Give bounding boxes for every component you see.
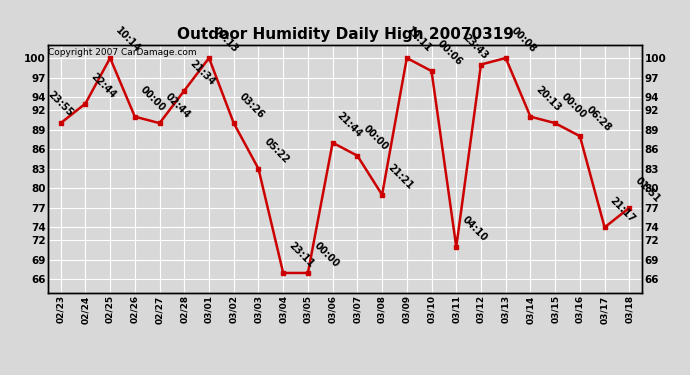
- Text: 03:26: 03:26: [237, 91, 266, 120]
- Text: 20:13: 20:13: [534, 84, 563, 113]
- Text: 10:14: 10:14: [114, 26, 143, 55]
- Text: 05:22: 05:22: [262, 136, 291, 165]
- Text: 06:28: 06:28: [584, 104, 613, 133]
- Text: 00:00: 00:00: [361, 123, 390, 153]
- Text: 00:08: 00:08: [509, 26, 538, 55]
- Text: 07:13: 07:13: [212, 26, 241, 55]
- Text: 21:17: 21:17: [609, 195, 638, 224]
- Text: 02:44: 02:44: [164, 91, 193, 120]
- Text: 00:00: 00:00: [139, 84, 168, 113]
- Text: 21:34: 21:34: [188, 58, 217, 87]
- Text: 23:43: 23:43: [461, 32, 490, 61]
- Text: 01:51: 01:51: [633, 176, 662, 205]
- Text: 23:55: 23:55: [46, 89, 75, 118]
- Text: 04:10: 04:10: [460, 214, 489, 244]
- Title: Outdoor Humidity Daily High 20070319: Outdoor Humidity Daily High 20070319: [177, 27, 513, 42]
- Text: 23:11: 23:11: [287, 241, 316, 270]
- Text: 21:21: 21:21: [386, 162, 415, 192]
- Text: 22:44: 22:44: [89, 71, 118, 100]
- Text: 00:00: 00:00: [312, 241, 341, 270]
- Text: 19:11: 19:11: [404, 26, 433, 55]
- Text: 21:44: 21:44: [335, 111, 364, 140]
- Text: 00:00: 00:00: [559, 91, 588, 120]
- Text: 00:06: 00:06: [435, 39, 464, 68]
- Text: Copyright 2007 CarDamage.com: Copyright 2007 CarDamage.com: [48, 48, 197, 57]
